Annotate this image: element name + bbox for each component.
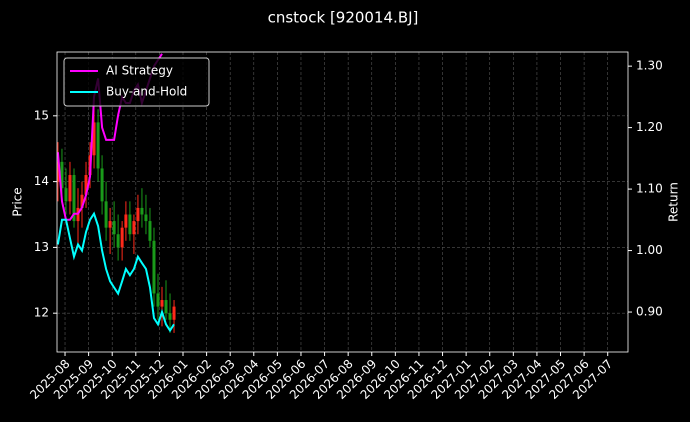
candle-body: [96, 122, 100, 169]
candle-body: [92, 122, 96, 156]
candle-body: [72, 175, 76, 222]
y2-tick-label: 1.20: [636, 120, 663, 134]
y2-tick-label: 0.90: [636, 305, 663, 319]
legend-box: [63, 57, 210, 107]
y-tick-label: 12: [34, 306, 49, 320]
plot-area: [57, 53, 176, 333]
y-axis-label: Price: [11, 187, 25, 216]
candle-body: [128, 214, 132, 235]
chart-title: cnstock [920014.BJ]: [268, 9, 419, 27]
candle-body: [140, 207, 144, 215]
candle-body: [108, 221, 112, 228]
candle-body: [120, 227, 124, 248]
y2-tick-label: 1.30: [636, 59, 663, 73]
candle-body: [144, 214, 148, 222]
y-tick-label: 13: [34, 240, 49, 254]
y2-axis-label: Return: [667, 182, 681, 222]
candle-body: [164, 300, 168, 314]
candle-body: [124, 214, 128, 228]
legend-label: Buy-and-Hold: [106, 85, 187, 99]
y-tick-label: 15: [34, 108, 49, 122]
y-tick-label: 14: [34, 174, 49, 188]
candle-body: [112, 221, 116, 235]
candle-body: [152, 240, 156, 294]
candle-body: [160, 300, 164, 307]
candle-body: [104, 201, 108, 228]
candle-body: [60, 161, 64, 189]
candle-body: [57, 161, 60, 182]
candle-body: [148, 221, 152, 241]
candle-body: [172, 306, 176, 320]
y2-tick-label: 1.10: [636, 182, 663, 196]
plot-frame: [56, 51, 629, 353]
line-series: [57, 211, 175, 333]
candle-body: [116, 234, 120, 248]
candle-body: [136, 207, 140, 222]
candle-body: [80, 194, 84, 208]
candle-body: [132, 221, 136, 235]
candle-body: [156, 293, 160, 307]
candle-body: [68, 175, 72, 202]
legend-label: AI Strategy: [106, 64, 173, 78]
candle-body: [168, 313, 172, 320]
candle-body: [100, 168, 104, 202]
y2-tick-label: 1.00: [636, 243, 663, 257]
candle-body: [64, 188, 68, 202]
candle-body: [84, 175, 88, 195]
